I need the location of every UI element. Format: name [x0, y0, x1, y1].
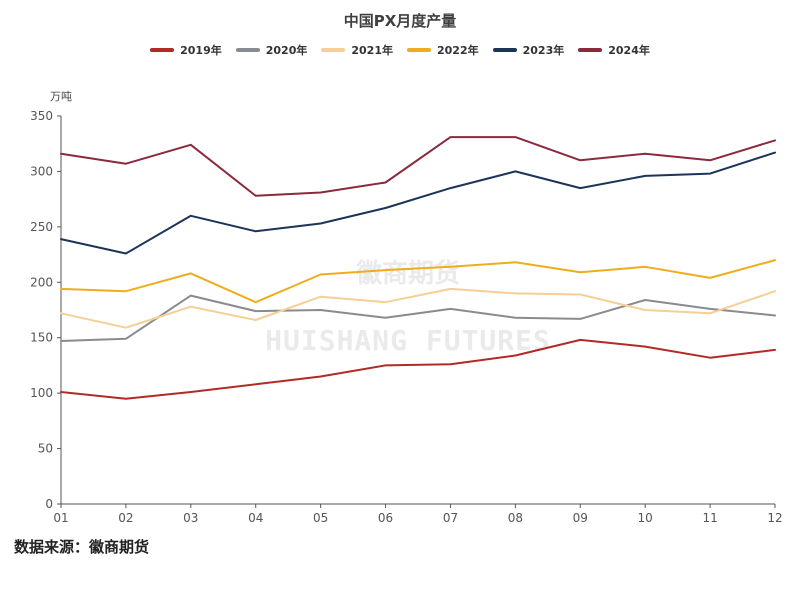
x-tick-label: 02: [118, 511, 133, 525]
x-tick-label: 06: [378, 511, 393, 525]
x-tick-label: 07: [443, 511, 458, 525]
legend-item: 2019年: [150, 42, 222, 58]
series-line-2024年: [60, 136, 776, 197]
legend-swatch: [578, 48, 603, 52]
y-tick-label: 350: [30, 109, 53, 123]
x-tick-label: 08: [508, 511, 523, 525]
x-tick-label: 04: [248, 511, 263, 525]
x-tick-label: 03: [183, 511, 198, 525]
legend-swatch: [321, 48, 346, 52]
watermark-cn: 徽商期货: [355, 258, 460, 289]
x-tick-label: 01: [53, 511, 68, 525]
legend-swatch: [492, 48, 517, 52]
series-line-2019年: [60, 338, 776, 400]
y-tick-label: 300: [30, 164, 53, 178]
chart-title: 中国PX月度产量: [343, 12, 457, 30]
y-tick-label: 0: [45, 497, 53, 511]
legend-label: 2021年: [351, 44, 393, 57]
y-tick-label: 200: [30, 275, 53, 289]
legend-label: 2024年: [608, 44, 650, 57]
x-tick-label: 05: [313, 511, 328, 525]
legend-item: 2021年: [321, 42, 393, 58]
y-tick-label: 250: [30, 220, 53, 234]
legend-item: 2020年: [235, 42, 308, 58]
legend-swatch: [407, 48, 431, 52]
series-line-2021年: [60, 287, 776, 329]
legend-item: 2024年: [578, 42, 650, 58]
y-tick-label: 100: [30, 386, 53, 400]
watermark-en: HUISHANG FUTURES: [265, 324, 551, 357]
legend-label: 2020年: [265, 44, 308, 57]
series-line-2020年: [60, 294, 776, 342]
legend-item: 2023年: [492, 42, 565, 58]
legend-label: 2023年: [522, 44, 565, 57]
legend-label: 2022年: [437, 44, 479, 57]
legend-swatch: [235, 48, 260, 52]
chart-legend: 2019年 2020年 2021年 2022年 2023年 2024年: [0, 42, 800, 58]
series-line-2022年: [60, 259, 776, 304]
legend-label: 2019年: [180, 44, 222, 57]
y-axis-unit-label: 万吨: [50, 90, 72, 103]
watermark: 徽商期货 HUISHANG FUTURES: [265, 258, 551, 357]
legend-swatch: [150, 48, 175, 52]
series-line-2023年: [60, 151, 776, 255]
x-tick-label: 09: [573, 511, 588, 525]
data-source-note: 数据来源：徽商期货: [14, 538, 150, 556]
x-tick-label: 10: [638, 511, 653, 525]
y-tick-label: 50: [38, 442, 53, 456]
y-tick-label: 150: [30, 331, 53, 345]
x-tick-label: 11: [702, 511, 717, 525]
x-tick-label: 12: [767, 511, 782, 525]
legend-item: 2022年: [407, 42, 479, 58]
